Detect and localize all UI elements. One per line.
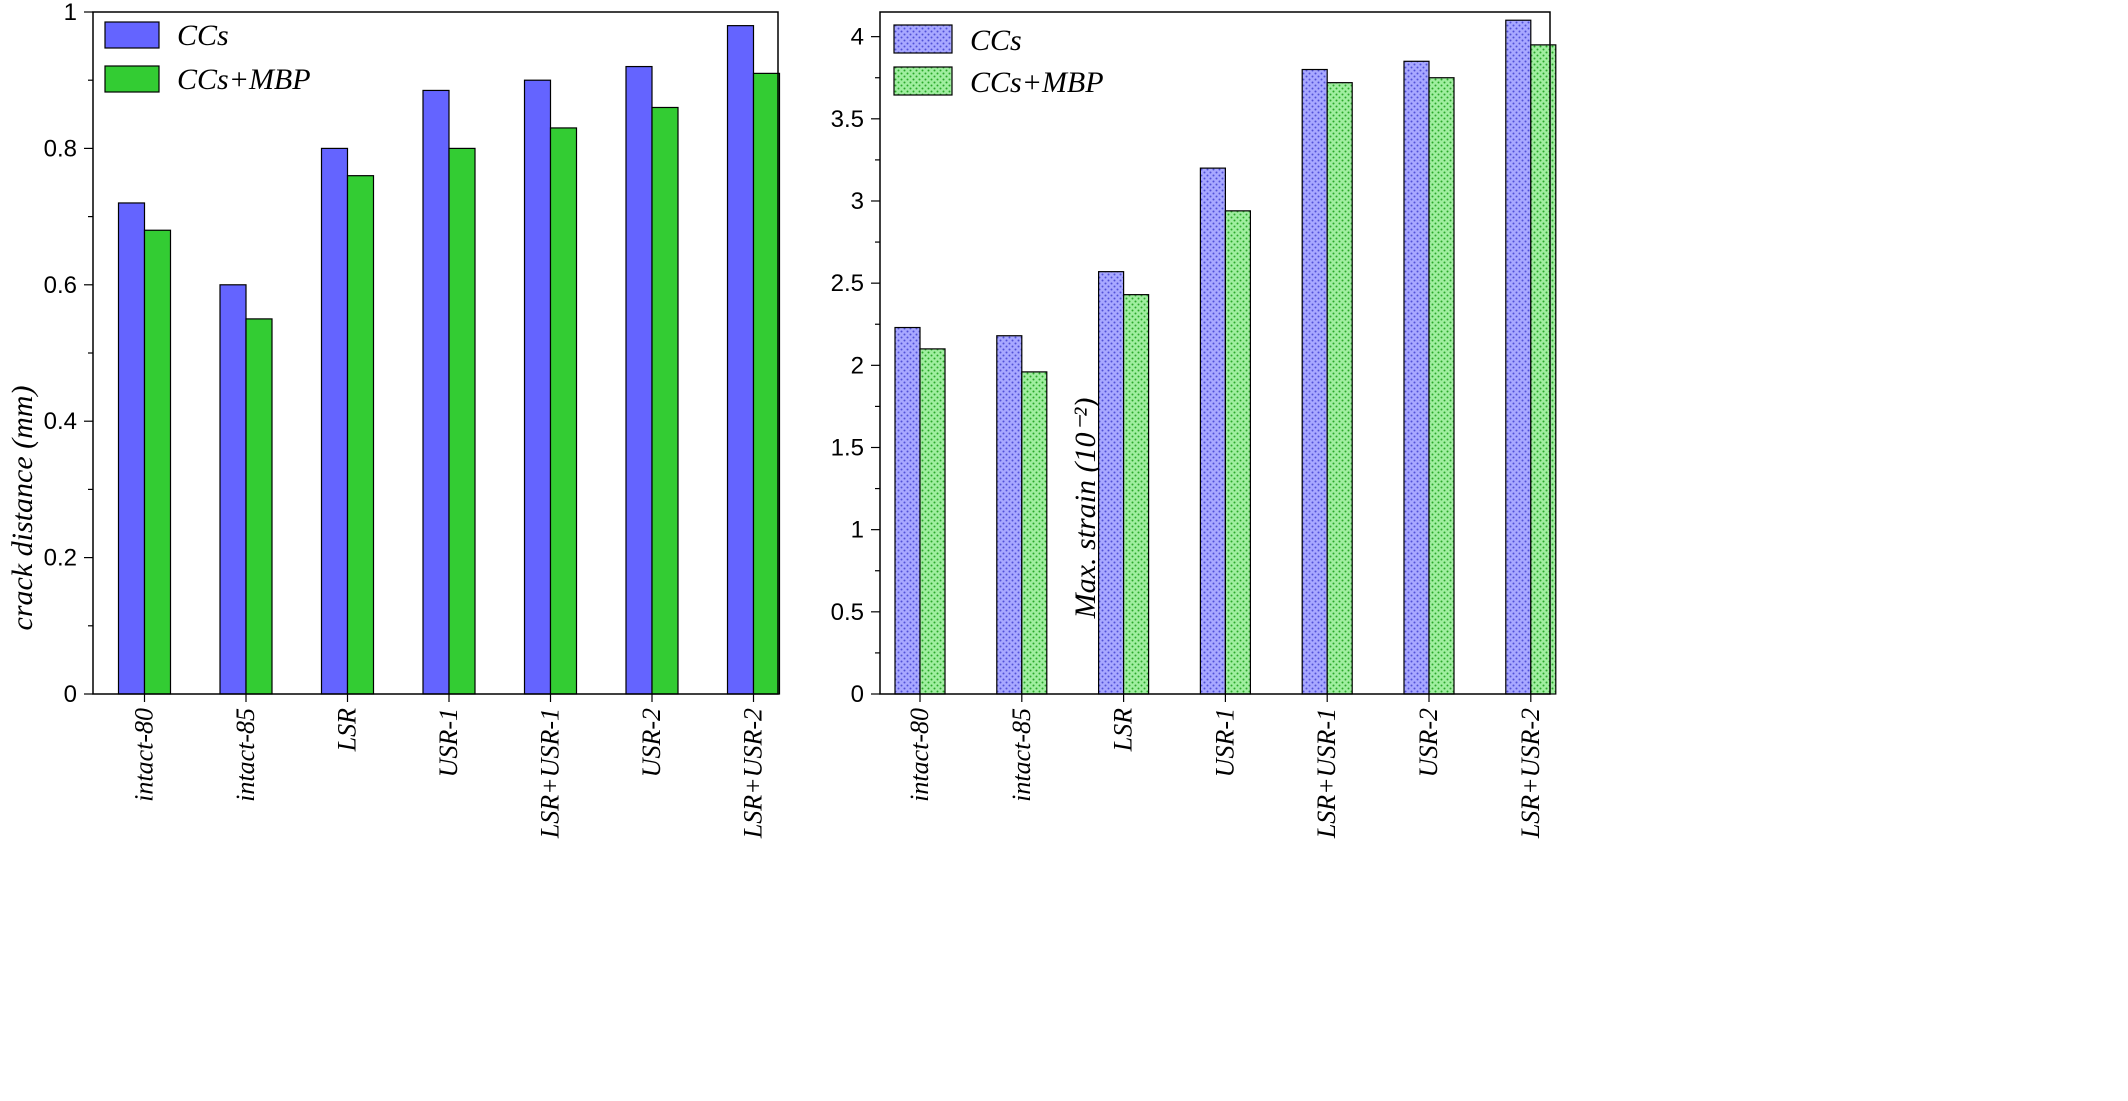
bar-ccs-mbp-lsr-usr-2 [1530,44,1557,695]
bar-ccs-lsr-usr-1 [1301,68,1328,695]
y-tick-label: 0.2 [44,545,77,572]
bar-ccs-usr-2 [625,65,653,695]
bar-ccs-lsr-usr-2 [726,25,755,695]
bar-ccs-mbp-usr-1 [448,147,476,695]
y-tick-label: 0.5 [831,599,864,626]
bar-ccs-mbp-intact-80 [143,229,172,695]
x-tick-label: USR-2 [1414,708,1443,777]
x-tick-label: intact-80 [130,708,159,802]
y-tick-label: 2.5 [831,270,864,297]
bar-ccs-usr-1 [1199,167,1227,695]
y-axis-title: crack distance (mm) [6,386,39,631]
y-tick-label: 1 [851,517,864,544]
x-tick-label: LSR+USR-1 [536,708,565,839]
x-tick-label: USR-2 [637,708,666,777]
x-tick-label: LSR+USR-2 [739,708,768,839]
y-tick-label: 3 [851,188,864,215]
bar-ccs-intact-85 [996,335,1023,695]
bar-ccs-lsr [1097,271,1125,695]
bar-ccs-mbp-lsr-usr-1 [1326,82,1353,695]
y-tick-label: 0.8 [44,135,77,162]
bar-ccs-lsr-usr-2 [1505,19,1532,695]
bar-ccs-mbp-lsr-usr-2 [752,72,781,695]
y-tick-label: 0 [64,681,77,708]
x-tick-label: USR-1 [434,708,463,777]
bar-ccs-mbp-lsr-usr-1 [549,127,578,695]
y-tick-label: 3.5 [831,106,864,133]
legend-label-ccs-mbp: CCs+MBP [970,66,1104,99]
legend-swatch-ccs [893,24,953,54]
bar-ccs-mbp-usr-2 [651,106,679,695]
bar-ccs-mbp-usr-1 [1224,210,1252,695]
max-strain-chart: Max. strain (10⁻²) intact-80 intact-85 LSR… [831,11,1557,839]
bar-ccs-mbp-lsr [1122,294,1150,695]
bar-ccs-intact-80 [117,202,146,695]
bar-ccs-mbp-intact-80 [919,348,946,695]
bar-ccs-usr-2 [1403,60,1430,695]
y-axis-title: Max. strain (10⁻²) [1069,398,1102,620]
legend-swatch-ccs-mbp [104,65,160,93]
x-tick-label: LSR [333,708,362,752]
bar-ccs-intact-80 [894,326,921,695]
bar-ccs-mbp-intact-85 [245,318,273,695]
x-tick-label: LSR [1109,708,1138,752]
legend-swatch-ccs-mbp [893,66,953,96]
y-tick-label: 2 [851,352,864,379]
x-tick-label: USR-1 [1210,708,1239,777]
bar-ccs-mbp-intact-85 [1021,371,1048,695]
bar-ccs-lsr [320,147,349,695]
bar-ccs-intact-85 [219,284,247,695]
legend-swatch-ccs [104,21,160,49]
bar-ccs-mbp-usr-2 [1428,77,1455,695]
plot-frame [879,11,1551,695]
x-tick-label: LSR+USR-2 [1516,708,1545,839]
y-tick-label: 1.5 [831,434,864,461]
bar-ccs-mbp-lsr [346,175,375,695]
y-tick-label: 0 [851,681,864,708]
y-tick-label: 0.4 [44,408,77,435]
y-tick-label: 4 [851,24,864,51]
x-tick-label: intact-85 [231,708,260,802]
bar-ccs-usr-1 [422,89,450,695]
y-tick-label: 1 [64,0,77,26]
legend-label-ccs-mbp: CCs+MBP [177,63,311,96]
bar-ccs-lsr-usr-1 [523,79,552,695]
x-tick-label: intact-85 [1007,708,1036,802]
legend-label-ccs: CCs [970,24,1022,57]
x-tick-label: LSR+USR-1 [1312,708,1341,839]
legend-label-ccs: CCs [177,19,229,52]
x-tick-label: intact-80 [905,708,934,802]
y-tick-label: 0.6 [44,272,77,299]
crack-distance-chart: crack distance (mm) intact-80 intact-85 LS… [6,0,781,839]
